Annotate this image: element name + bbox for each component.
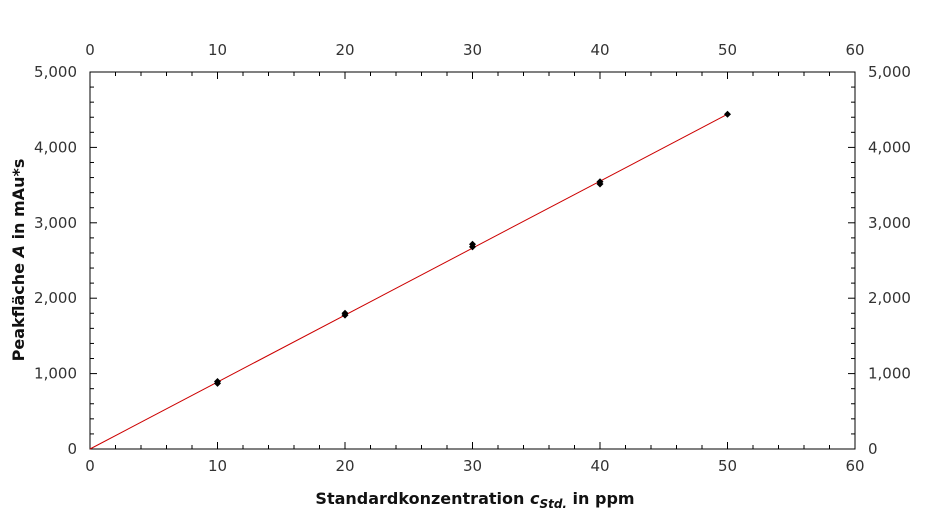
- y-tick-label-right: 5,000: [868, 63, 911, 81]
- y-tick-label-right: 1,000: [868, 365, 911, 383]
- data-point: [469, 240, 476, 248]
- y-axis-title-suffix: in mAu*s: [9, 159, 28, 245]
- axis-ticks: [89, 71, 856, 450]
- y-tick-label-left: 0: [67, 440, 77, 458]
- y-tick-label-left: 1,000: [34, 365, 77, 383]
- x-axis-title: Standardkonzentration cStd. in ppm: [315, 489, 634, 511]
- data-point: [724, 110, 731, 118]
- x-tick-label-bottom: 30: [463, 457, 482, 475]
- x-tick-label-bottom: 40: [590, 457, 609, 475]
- data-point: [341, 309, 349, 317]
- y-tick-label-right: 4,000: [868, 138, 911, 156]
- y-tick-label-left: 2,000: [34, 289, 77, 307]
- x-axis-title-prefix: Standardkonzentration: [315, 489, 530, 508]
- x-tick-label-top: 50: [718, 41, 737, 59]
- y-tick-label-right: 3,000: [868, 214, 911, 232]
- y-axis-title-symbol: A: [9, 245, 28, 259]
- x-tick-label-bottom: 0: [85, 457, 95, 475]
- x-tick-label-top: 10: [208, 41, 227, 59]
- x-tick-label-bottom: 20: [335, 457, 354, 475]
- x-tick-label-top: 20: [335, 41, 354, 59]
- y-tick-label-left: 4,000: [34, 138, 77, 156]
- y-tick-label-left: 3,000: [34, 214, 77, 232]
- x-axis-title-symbol: c: [530, 489, 540, 508]
- x-tick-label-bottom: 50: [718, 457, 737, 475]
- x-tick-label-bottom: 10: [208, 457, 227, 475]
- y-tick-label-right: 2,000: [868, 289, 911, 307]
- x-tick-label-top: 30: [463, 41, 482, 59]
- data-point: [214, 378, 221, 386]
- y-axis-title-prefix: Peakfläche: [9, 257, 28, 361]
- fit-line: [89, 113, 728, 450]
- x-tick-label-top: 0: [85, 41, 95, 59]
- x-tick-label-top: 60: [845, 41, 864, 59]
- y-axis-title: Peakfläche A in mAu*s: [9, 159, 28, 362]
- x-axis-title-suffix: in ppm: [567, 489, 635, 508]
- x-axis-title-subscript: Std.: [539, 497, 567, 511]
- plot-frame: [89, 71, 856, 450]
- x-tick-label-bottom: 60: [845, 457, 864, 475]
- data-point: [596, 178, 604, 186]
- x-tick-label-top: 40: [590, 41, 609, 59]
- data-points: [214, 110, 731, 387]
- fit-line-group: [89, 113, 728, 450]
- y-tick-label-left: 5,000: [34, 63, 77, 81]
- y-tick-label-right: 0: [868, 440, 878, 458]
